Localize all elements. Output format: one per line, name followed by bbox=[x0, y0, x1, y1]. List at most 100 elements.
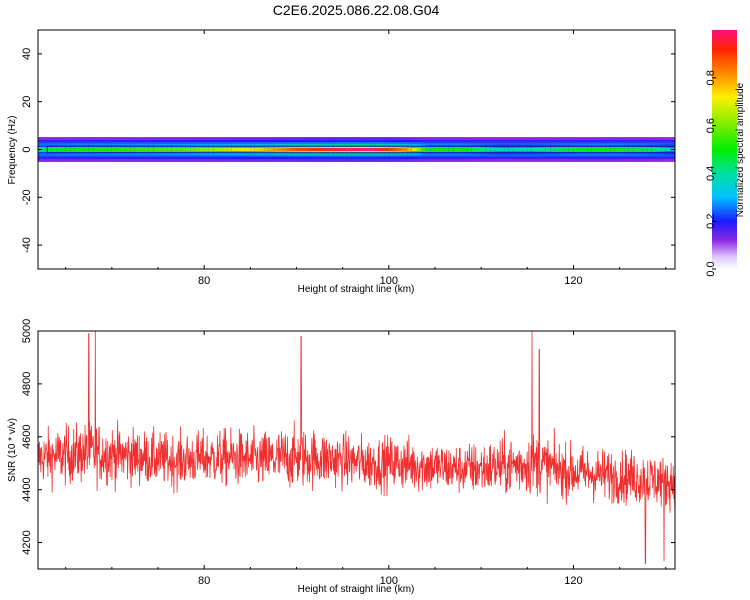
spectrogram-cell bbox=[296, 148, 302, 151]
x-tick-label: 100 bbox=[380, 275, 398, 287]
spectrogram-cell bbox=[121, 148, 127, 151]
spectrogram-cell bbox=[264, 148, 270, 151]
snr-panel: 80 100 120 4200 4400 4600 4800 5000 Height of s… bbox=[7, 319, 676, 595]
colorbar-tick-label: 0.0 bbox=[705, 261, 717, 276]
spectrogram-cell bbox=[171, 148, 177, 151]
spectrogram-cell bbox=[301, 148, 307, 151]
y-tick-label: 4200 bbox=[21, 530, 33, 554]
spectrogram-x-axis-label: Height of straight line (km) bbox=[298, 284, 415, 295]
spectrogram-cell bbox=[107, 148, 113, 151]
spectrogram-cell bbox=[111, 148, 117, 151]
spectrogram-cell bbox=[647, 148, 653, 151]
y-tick-label: 0 bbox=[21, 146, 33, 152]
spectrogram-panel: 80 100 120 40 20 0 -20 -40 Height of straight l… bbox=[7, 29, 676, 295]
spectrogram-cell bbox=[384, 148, 390, 151]
colorbar: 0.0 0.2 0.4 0.6 0.8 Normalized spectral ampl… bbox=[705, 30, 746, 277]
spectrogram-cell bbox=[601, 148, 607, 151]
spectrogram-cell bbox=[499, 148, 505, 151]
snr-axes: 80 100 120 4200 4400 4600 4800 5000 bbox=[21, 319, 675, 587]
spectrogram-cell bbox=[176, 148, 182, 151]
spectrogram-cell bbox=[527, 148, 533, 151]
spectral-band bbox=[38, 137, 675, 162]
spectrogram-cell bbox=[365, 148, 371, 151]
spectrogram-cell bbox=[236, 148, 242, 151]
x-tick-label: 80 bbox=[198, 575, 210, 587]
spectrogram-cell bbox=[148, 148, 154, 151]
spectrogram-cell bbox=[333, 148, 339, 151]
spectrogram-axes: 80 100 120 40 20 0 -20 -40 bbox=[21, 30, 675, 287]
spectrogram-cell bbox=[458, 148, 464, 151]
spectrogram-cell bbox=[490, 148, 496, 151]
spectrogram-cell bbox=[65, 148, 71, 151]
spectrogram-cell bbox=[222, 148, 228, 151]
spectrogram-cell bbox=[61, 148, 67, 151]
y-tick-label: -40 bbox=[21, 237, 33, 253]
spectrogram-cell bbox=[328, 148, 334, 151]
spectrogram-cell bbox=[550, 148, 556, 151]
spectrogram-cell bbox=[158, 148, 164, 151]
spectrogram-cell bbox=[504, 148, 510, 151]
spectrogram-cell bbox=[153, 148, 159, 151]
spectrogram-cell bbox=[416, 148, 422, 151]
spectrogram-cell bbox=[134, 148, 140, 151]
spectrogram-cell bbox=[342, 148, 348, 151]
spectrogram-cell bbox=[624, 148, 630, 151]
spectrogram-cell bbox=[471, 148, 477, 151]
spectrogram-cell bbox=[273, 148, 279, 151]
spectrogram-cell bbox=[614, 148, 621, 151]
spectrogram-cell bbox=[531, 148, 537, 151]
spectrogram-cell bbox=[125, 148, 131, 151]
spectrogram-cell bbox=[467, 148, 473, 151]
band-outline bbox=[46, 145, 675, 154]
spectrogram-cell bbox=[434, 148, 440, 151]
spectrogram-cell bbox=[204, 148, 210, 151]
y-tick-label: 20 bbox=[21, 96, 33, 108]
spectrogram-cell bbox=[291, 148, 297, 151]
colorbar-tick-label: 0.8 bbox=[705, 70, 717, 85]
x-tick-label: 120 bbox=[564, 275, 582, 287]
colorbar-label: Normalized spectral amplitude bbox=[735, 82, 746, 217]
spectrogram-cell bbox=[513, 148, 519, 151]
colorbar-tick-label: 0.6 bbox=[705, 118, 717, 133]
spectrogram-cell bbox=[481, 148, 487, 151]
spectrogram-cell bbox=[250, 148, 256, 151]
spectrogram-cell bbox=[314, 148, 320, 151]
spectrogram-cell bbox=[651, 148, 657, 151]
spectrogram-cell bbox=[361, 148, 367, 151]
spectrogram-cell bbox=[47, 148, 53, 151]
spectrogram-cell bbox=[656, 148, 662, 151]
y-tick-label: 4800 bbox=[21, 372, 33, 396]
spectrogram-cell bbox=[338, 148, 344, 151]
snr-x-axis-label: Height of straight line (km) bbox=[298, 584, 415, 595]
colorbar-tick-label: 0.4 bbox=[705, 166, 717, 181]
spectrogram-cell bbox=[116, 148, 122, 151]
spectrogram-cell bbox=[398, 148, 404, 151]
spectrogram-cell bbox=[541, 148, 547, 151]
spectrogram-cell bbox=[167, 148, 173, 151]
spectrogram-cell bbox=[98, 148, 104, 151]
spectrogram-cell bbox=[102, 148, 108, 151]
y-tick-label: -20 bbox=[21, 189, 33, 205]
spectrogram-cell bbox=[462, 148, 468, 151]
spectrogram-cell bbox=[485, 148, 491, 151]
spectrogram-cell bbox=[245, 148, 251, 151]
spectrogram-cell bbox=[310, 148, 316, 151]
spectrogram-cell bbox=[448, 148, 454, 151]
y-tick-label: 4400 bbox=[21, 477, 33, 501]
spectrogram-cell bbox=[633, 148, 639, 151]
spectrogram-cell bbox=[568, 148, 574, 151]
spectrogram-cell bbox=[591, 148, 597, 151]
spectrogram-cell bbox=[162, 148, 168, 151]
spectrogram-cell bbox=[638, 148, 644, 151]
spectrogram-cell bbox=[374, 148, 380, 151]
spectrogram-cell bbox=[231, 148, 237, 151]
spectrogram-cell bbox=[605, 148, 611, 151]
spectrogram-cell bbox=[130, 148, 136, 151]
spectrogram-cell bbox=[199, 148, 205, 151]
spectrogram-cell bbox=[453, 148, 459, 151]
spectrogram-cell bbox=[425, 148, 431, 151]
spectrogram-cell bbox=[476, 148, 482, 151]
spectrogram-cell bbox=[218, 148, 224, 151]
spectrogram-cell bbox=[185, 148, 191, 151]
spectrogram-cell bbox=[356, 148, 362, 151]
